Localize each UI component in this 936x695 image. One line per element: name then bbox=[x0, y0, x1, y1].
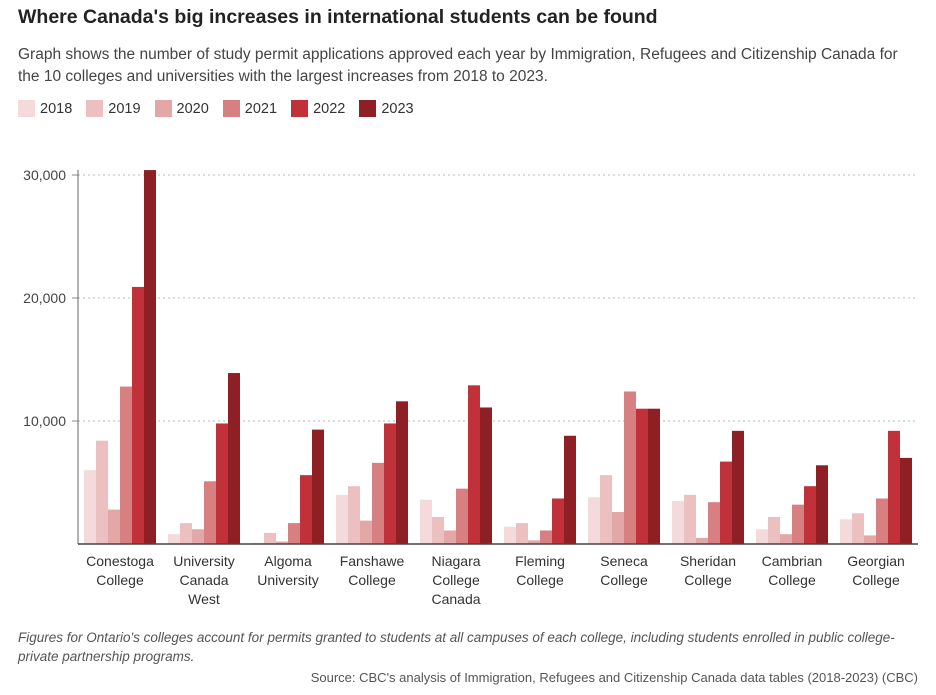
legend-swatch bbox=[222, 100, 240, 117]
x-category-label: Fanshawe College bbox=[340, 553, 405, 588]
y-tick-label: 30,000 bbox=[23, 167, 66, 183]
bar-2021 bbox=[876, 498, 888, 544]
x-category-label: Niagara College Canada bbox=[431, 553, 480, 607]
bar-chart: 10,000 20,000 30,000 Conestoga College Univer… bbox=[23, 167, 918, 607]
bar-2019 bbox=[852, 513, 864, 544]
bar-2019 bbox=[684, 494, 696, 544]
x-category-label: Algoma University bbox=[257, 553, 318, 588]
bar-2022 bbox=[216, 423, 228, 544]
bar-2022 bbox=[552, 498, 564, 544]
bar-2020 bbox=[780, 534, 792, 544]
x-category-label: Conestoga College bbox=[86, 553, 154, 588]
bar-2019 bbox=[768, 516, 780, 544]
x-category-label: Sheridan College bbox=[680, 553, 736, 588]
bar-2022 bbox=[132, 286, 144, 544]
bar-2018 bbox=[504, 526, 516, 544]
bar-2020 bbox=[360, 520, 372, 544]
bar-2023 bbox=[144, 170, 156, 544]
bar-2022 bbox=[636, 408, 648, 544]
bar-2021 bbox=[540, 530, 552, 544]
legend-item-2020: 2020 bbox=[154, 100, 209, 117]
legend-item-2019: 2019 bbox=[86, 100, 141, 117]
bar-2020 bbox=[528, 540, 540, 544]
bar-2021 bbox=[288, 523, 300, 544]
bar-2023 bbox=[480, 407, 492, 544]
bar-2020 bbox=[276, 541, 288, 544]
source-credit: Source: CBC's analysis of Immigration, R… bbox=[310, 670, 918, 685]
legend-label: 2021 bbox=[244, 100, 278, 117]
bar-2020 bbox=[192, 529, 204, 544]
legend-label: 2023 bbox=[381, 100, 414, 117]
bar-2019 bbox=[96, 440, 108, 544]
x-category-label: Seneca College bbox=[600, 553, 648, 588]
legend-item-2022: 2022 bbox=[291, 100, 345, 117]
bar-2020 bbox=[864, 535, 876, 544]
x-category-label: Cambrian College bbox=[762, 553, 823, 588]
bar-2018 bbox=[420, 499, 432, 544]
bar-2020 bbox=[612, 512, 624, 544]
bar-2019 bbox=[600, 475, 612, 544]
footnote: Figures for Ontario's colleges account f… bbox=[18, 630, 895, 664]
bar-2023 bbox=[228, 373, 240, 544]
legend-swatch bbox=[86, 100, 104, 117]
bar-2021 bbox=[372, 462, 384, 544]
chart-subtitle: Graph shows the number of study permit a… bbox=[18, 46, 898, 85]
x-category-label: Fleming College bbox=[515, 553, 565, 588]
bar-2022 bbox=[468, 385, 480, 544]
y-tick-label: 10,000 bbox=[23, 413, 66, 429]
legend-swatch bbox=[291, 100, 309, 117]
bar-2021 bbox=[792, 504, 804, 544]
legend-swatch bbox=[18, 100, 35, 117]
bar-2021 bbox=[204, 481, 216, 544]
bar-2019 bbox=[432, 516, 444, 544]
bar-2020 bbox=[696, 537, 708, 544]
bar-2023 bbox=[900, 457, 912, 544]
bar-2019 bbox=[348, 486, 360, 544]
bar-2020 bbox=[444, 530, 456, 544]
y-tick-label: 20,000 bbox=[23, 290, 66, 306]
bar-2021 bbox=[708, 502, 720, 544]
bar-2019 bbox=[264, 532, 276, 544]
legend-swatch bbox=[154, 100, 172, 117]
bar-2022 bbox=[720, 461, 732, 544]
x-category-label: University Canada West bbox=[173, 553, 234, 607]
bar-2022 bbox=[888, 430, 900, 544]
bar-2023 bbox=[732, 430, 744, 544]
bar-2019 bbox=[180, 523, 192, 544]
chart-title: Where Canada's big increases in internat… bbox=[18, 6, 658, 28]
bar-2022 bbox=[804, 486, 816, 544]
legend: 2018 2019 2020 2021 2022 2023 bbox=[18, 100, 428, 117]
bar-2018 bbox=[756, 529, 768, 544]
bar-2018 bbox=[840, 519, 852, 544]
bar-2018 bbox=[84, 470, 96, 544]
bar-2021 bbox=[456, 488, 468, 544]
legend-swatch bbox=[359, 100, 377, 117]
bar-2022 bbox=[300, 475, 312, 544]
bar-2021 bbox=[120, 386, 132, 544]
legend-item-2023: 2023 bbox=[359, 100, 414, 117]
bar-2018 bbox=[672, 500, 684, 544]
bar-2018 bbox=[588, 497, 600, 544]
bar-2023 bbox=[396, 401, 408, 544]
bar-2018 bbox=[168, 534, 180, 544]
x-category-label: Georgian College bbox=[847, 553, 905, 588]
bar-2019 bbox=[516, 523, 528, 544]
bar-2023 bbox=[312, 429, 324, 544]
bar-2023 bbox=[648, 408, 660, 544]
legend-label: 2019 bbox=[108, 100, 141, 117]
legend-label: 2018 bbox=[40, 100, 73, 117]
legend-item-2018: 2018 bbox=[18, 100, 72, 117]
legend-item-2021: 2021 bbox=[222, 100, 278, 117]
legend-label: 2022 bbox=[313, 100, 346, 117]
bar-2021 bbox=[624, 391, 636, 544]
bar-2018 bbox=[336, 494, 348, 544]
bar-2020 bbox=[108, 509, 120, 544]
bar-2022 bbox=[384, 423, 396, 544]
bar-2023 bbox=[564, 435, 576, 544]
bar-2023 bbox=[816, 465, 828, 544]
legend-label: 2020 bbox=[176, 100, 209, 117]
